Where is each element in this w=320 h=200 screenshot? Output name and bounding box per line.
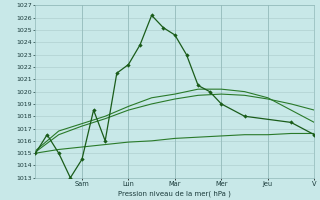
X-axis label: Pression niveau de la mer( hPa ): Pression niveau de la mer( hPa ) [118, 190, 231, 197]
